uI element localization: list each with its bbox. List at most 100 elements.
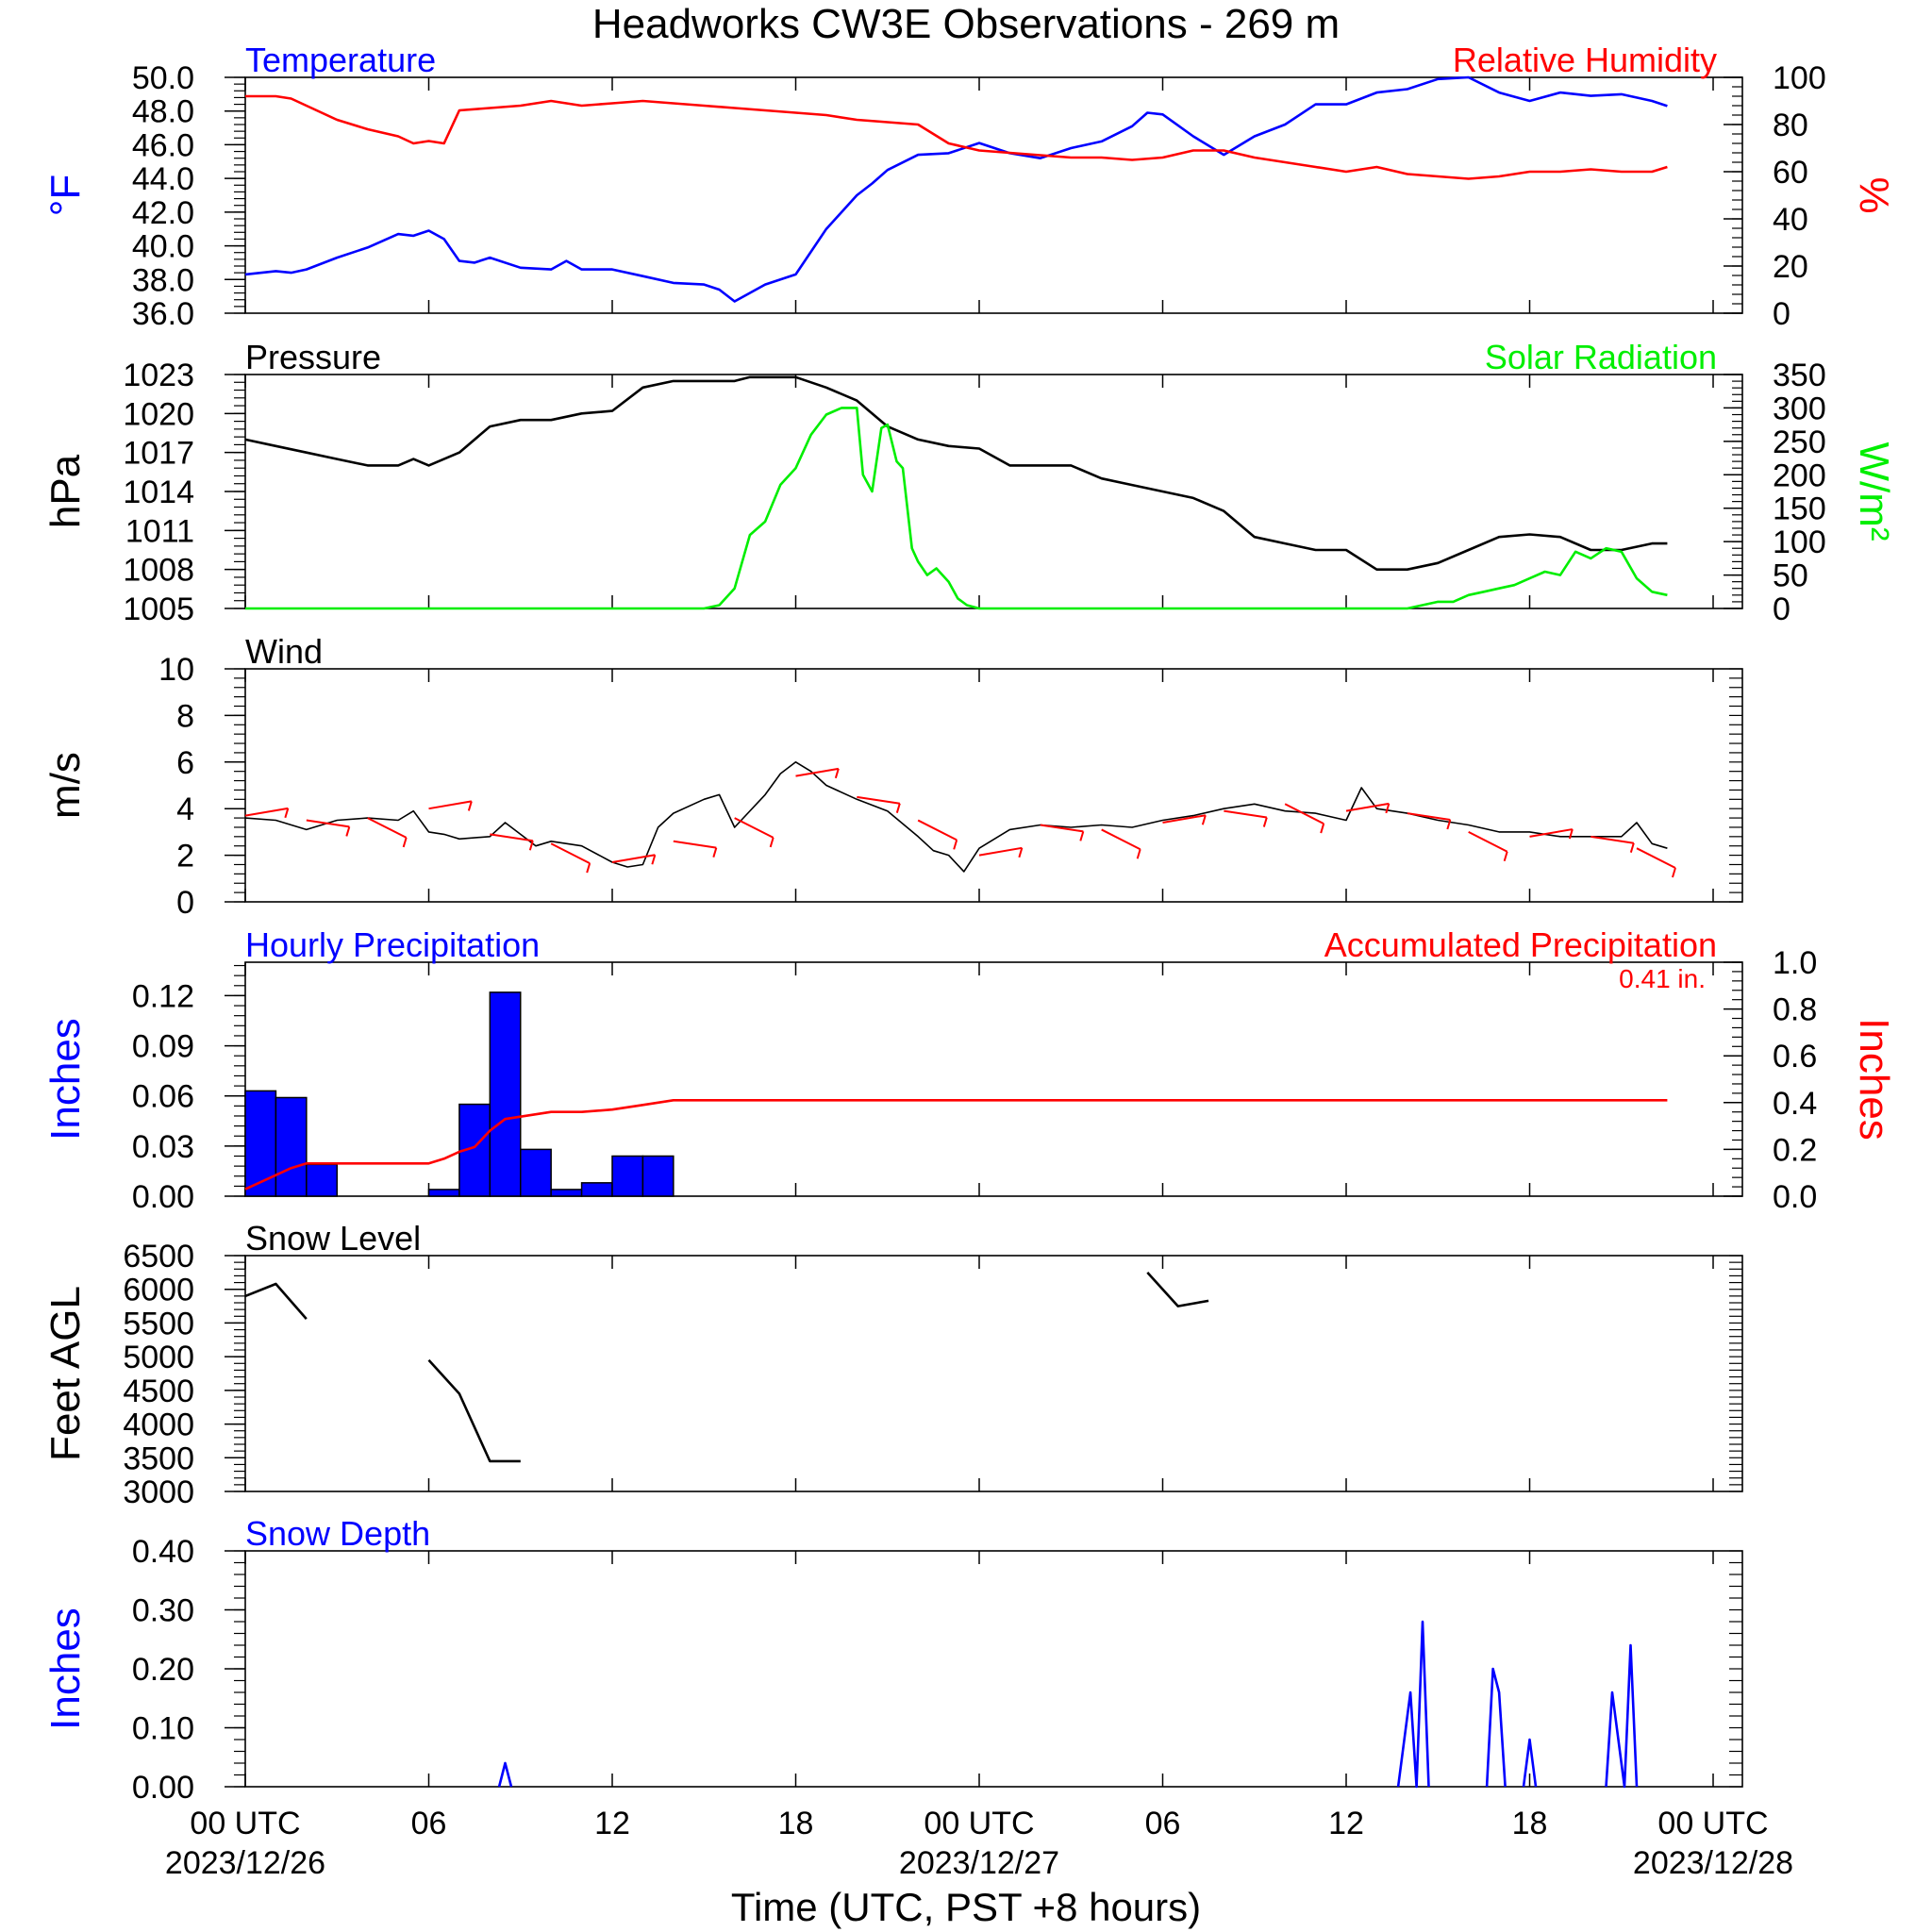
panel-snow-depth: 0.00 0.10 0.20 0.30 0.40 Snow Depth Inches <box>42 1514 1743 1806</box>
wind-barb <box>673 840 717 849</box>
y-left-tick-label: 0.03 <box>132 1129 194 1165</box>
y-left-tick-label: 0.30 <box>132 1593 194 1629</box>
wind-barb <box>428 800 473 810</box>
y-right-axis-title: % <box>1851 176 1897 213</box>
y-right-tick-label: 0.4 <box>1773 1086 1817 1122</box>
wind-barb-flag <box>1672 867 1676 878</box>
wind-barb <box>1345 802 1390 812</box>
wind-barb <box>1162 814 1207 824</box>
panel-frame <box>244 374 1743 609</box>
y-left-axis-title: Inches <box>42 1607 89 1730</box>
y-right-tick-label: 350 <box>1773 358 1826 393</box>
series-line-snow-depth <box>1522 1738 1538 1788</box>
panel-wind: 0 2 4 6 8 10 Wind m/s <box>42 632 1743 921</box>
plot-root: 36.038.040.042.044.046.048.050.002040608… <box>42 41 1897 1881</box>
x-tick-label: 18 <box>778 1806 814 1841</box>
series-line-snow-level <box>244 1282 308 1320</box>
y-left-tick-label: 0.40 <box>132 1534 194 1570</box>
panel-title-left: Temperature <box>245 41 436 79</box>
y-right-tick-label: 150 <box>1773 491 1826 527</box>
panel-frame <box>244 76 1743 314</box>
series-line-snow-depth <box>1396 1620 1430 1789</box>
y-left-tick-label: 3500 <box>123 1441 194 1476</box>
wind-barb <box>490 833 533 842</box>
series-line-snow-depth <box>1605 1643 1639 1789</box>
y-left-tick-label: 10 <box>158 652 194 688</box>
y-right-tick-label: 0.2 <box>1773 1132 1817 1168</box>
wind-barb-flag <box>1503 851 1508 862</box>
y-right-tick-label: 0 <box>1773 296 1790 332</box>
x-tick-label: 18 <box>1512 1806 1548 1841</box>
x-tick-date-label: 2023/12/27 <box>899 1845 1059 1881</box>
y-right-tick-label: 50 <box>1773 558 1808 594</box>
wind-barb <box>1529 828 1574 838</box>
wind-barb <box>857 795 900 805</box>
y-left-tick-label: 44.0 <box>132 161 194 197</box>
series-line-accumulated-precipitation <box>244 1099 1668 1191</box>
y-left-tick-label: 46.0 <box>132 127 194 163</box>
wind-barb <box>1224 809 1267 819</box>
y-right-tick-label: 0.0 <box>1773 1179 1817 1215</box>
panel-frame <box>244 668 1743 903</box>
series-line-relative-humidity <box>245 94 1668 180</box>
wind-barb <box>1591 835 1634 844</box>
wind-barb <box>734 817 774 839</box>
precip-bar <box>580 1182 613 1197</box>
precip-bar <box>611 1155 644 1197</box>
panel-title-left: Pressure <box>245 338 381 376</box>
panel-title-left: Wind <box>245 632 323 671</box>
y-right-tick-label: 60 <box>1773 155 1808 191</box>
y-left-tick-label: 1014 <box>123 475 194 510</box>
wind-barb-flag <box>1320 823 1325 834</box>
y-left-axis-title: °F <box>42 175 89 216</box>
y-right-tick-label: 0 <box>1773 591 1790 627</box>
y-left-tick-label: 0.12 <box>132 978 194 1014</box>
total-precip-annotation: 0.41 in. <box>1619 964 1706 993</box>
panel-frame <box>244 1255 1743 1492</box>
y-left-tick-label: 50.0 <box>132 60 194 96</box>
wind-barb <box>306 819 350 828</box>
series-line-pressure <box>244 375 1668 572</box>
wind-barb-flag <box>1385 803 1391 814</box>
x-tick-date-label: 2023/12/28 <box>1633 1845 1793 1881</box>
x-tick-label: 06 <box>1145 1806 1181 1841</box>
wind-barb <box>917 819 958 841</box>
wind-barb-flag <box>895 803 901 814</box>
wind-barb-flag <box>1629 842 1635 854</box>
wind-barb-flag <box>528 840 534 851</box>
y-left-tick-label: 0 <box>176 885 194 921</box>
x-tick-label: 00 UTC <box>924 1806 1034 1841</box>
wind-barb <box>1407 812 1451 822</box>
wind-barb-flag <box>586 862 591 874</box>
wind-barb-flag <box>834 768 840 779</box>
precip-bar <box>520 1148 552 1197</box>
y-left-tick-label: 1017 <box>123 436 194 472</box>
y-left-tick-label: 0.00 <box>132 1179 194 1215</box>
y-right-tick-label: 0.6 <box>1773 1039 1817 1074</box>
y-left-tick-label: 36.0 <box>132 296 194 332</box>
precip-bar <box>306 1163 339 1197</box>
y-left-tick-label: 4500 <box>123 1374 194 1409</box>
y-right-axis-title: Inches <box>1851 1018 1897 1141</box>
wind-barb-flag <box>1568 828 1574 840</box>
x-tick-label: 00 UTC <box>1657 1806 1768 1841</box>
y-left-tick-label: 1023 <box>123 358 194 393</box>
y-left-tick-label: 1008 <box>123 553 194 589</box>
wind-barb <box>550 842 591 864</box>
chart-title: Headworks CW3E Observations - 269 m <box>592 1 1340 47</box>
wind-barb-flag <box>953 840 958 850</box>
y-right-tick-label: 20 <box>1773 249 1808 285</box>
wind-barb <box>1636 847 1676 869</box>
series-line-snow-depth <box>497 1761 513 1788</box>
wind-barb-flag <box>1446 819 1452 830</box>
series-line-solar-radiation <box>245 407 1668 610</box>
y-left-tick-label: 3000 <box>123 1474 194 1510</box>
y-left-tick-label: 6000 <box>123 1273 194 1308</box>
x-axis-title: Time (UTC, PST +8 hours) <box>731 1885 1201 1929</box>
wind-barb-flag <box>1018 847 1024 858</box>
wind-barb-flag <box>467 801 473 811</box>
y-left-tick-label: 48.0 <box>132 94 194 130</box>
y-left-tick-label: 0.10 <box>132 1711 194 1747</box>
